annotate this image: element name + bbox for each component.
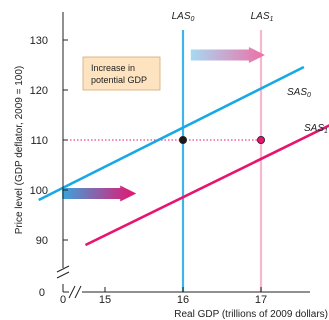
y-axis-title: Price level (GDP deflator, 2009 = 100) [14, 66, 25, 235]
y-tick-label-130: 130 [30, 35, 48, 47]
shift-arrow-1 [62, 185, 137, 202]
shift-arrows [62, 47, 265, 202]
tick-marks-and-labels: 90100110120130140151617 [30, 35, 267, 306]
annotation-line-2: potential GDP [91, 75, 147, 85]
x-axis-title: Real GDP (trillions of 2009 dollars) [174, 309, 328, 320]
las-1-label: LAS1 [251, 11, 274, 23]
x-origin-label: 0 [60, 294, 66, 306]
x-axis-break-icon [68, 285, 82, 299]
sas-1-curve [84, 124, 329, 247]
y-tick-label-100: 100 [30, 185, 48, 197]
x-tick-label-15: 15 [99, 294, 111, 306]
curve-labels: LAS0 LAS1 SAS0 SAS1 [172, 11, 328, 135]
y-origin-label: 0 [39, 287, 45, 299]
shift-arrow-0 [190, 47, 265, 63]
sas-1-label: SAS1 [304, 123, 328, 135]
y-tick-label-90: 90 [36, 235, 48, 247]
equilibrium-points [178, 135, 265, 144]
annotation-line-1: Increase in [91, 63, 135, 73]
annotation-box: Increase in potential GDP [82, 56, 161, 91]
y-tick-label-120: 120 [30, 85, 48, 97]
las-0-label: LAS0 [172, 11, 195, 23]
x-tick-label-17: 17 [255, 294, 267, 306]
x-tick-label-16: 16 [177, 294, 189, 306]
equilibrium-point-0 [178, 135, 187, 144]
sas-0-label: SAS0 [287, 87, 311, 99]
y-axis-break-icon [56, 265, 70, 279]
equilibrium-point-1 [256, 135, 265, 144]
sas-0-curve [38, 65, 305, 202]
y-tick-label-110: 110 [30, 135, 48, 147]
annotation-box-background [82, 56, 161, 91]
supply-curves [38, 30, 329, 292]
